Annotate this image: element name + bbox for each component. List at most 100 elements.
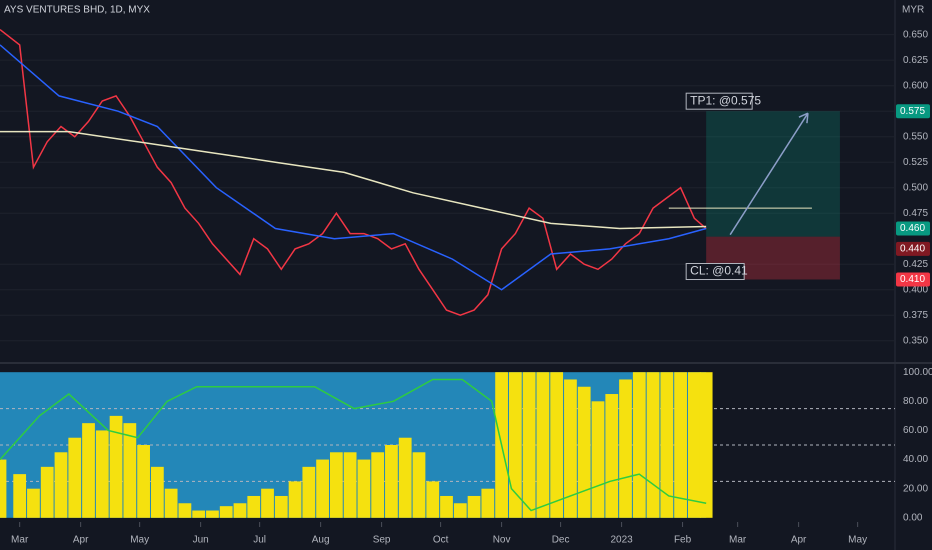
x-tick-label: 2023 <box>610 535 633 546</box>
x-tick-label: Jul <box>253 535 266 546</box>
y-tick-label: 0.625 <box>903 55 928 66</box>
bar <box>302 466 316 518</box>
take-profit-label: TP1: @0.575 <box>690 93 761 107</box>
bar <box>605 394 619 518</box>
x-tick-label: Sep <box>373 535 391 546</box>
y-tick-label: 60.00 <box>903 425 928 436</box>
price-badge <box>896 272 930 287</box>
bar <box>632 372 646 518</box>
bar <box>522 372 536 518</box>
x-tick-label: May <box>848 535 867 546</box>
bar <box>123 423 137 518</box>
x-tick-label: Apr <box>73 535 89 546</box>
y-tick-label: 20.00 <box>903 483 928 494</box>
bar <box>68 437 82 518</box>
price-badge-label: 0.410 <box>900 274 925 285</box>
bar <box>467 495 481 518</box>
bar <box>82 423 95 518</box>
price-badge <box>896 241 930 256</box>
bar <box>357 459 371 518</box>
price-badge-label: 0.440 <box>900 244 925 255</box>
bar <box>699 372 713 518</box>
x-tick-label: Feb <box>674 535 692 546</box>
price-badge-label: 0.460 <box>900 223 925 234</box>
bar <box>288 481 302 518</box>
bar <box>261 488 274 518</box>
bar <box>329 452 343 518</box>
x-tick-label: Dec <box>552 535 570 546</box>
bar <box>13 474 27 518</box>
y-tick-label: 80.00 <box>903 396 928 407</box>
series-line <box>0 378 707 512</box>
bar <box>564 379 577 518</box>
bar <box>40 466 54 518</box>
bar <box>233 503 247 518</box>
y-tick-label: 0.525 <box>903 157 928 168</box>
bar <box>674 372 687 518</box>
x-tick-label: Nov <box>493 535 511 546</box>
label-box <box>685 92 753 110</box>
price-badge-label: 0.575 <box>900 106 925 117</box>
bar <box>95 430 109 518</box>
y-tick-label: 0.600 <box>903 80 928 91</box>
series-line <box>0 28 707 317</box>
y-tick-label: 0.550 <box>903 131 928 142</box>
bar <box>398 437 412 518</box>
bar <box>385 445 398 518</box>
y-tick-label: 0.00 <box>903 512 923 523</box>
x-tick-label: Mar <box>11 535 29 546</box>
bar <box>178 503 192 518</box>
series-line <box>0 44 707 291</box>
y-tick-label: 0.350 <box>903 335 928 346</box>
y-tick-label: 40.00 <box>903 454 928 465</box>
y-tick-label: 0.425 <box>903 259 928 270</box>
y-tick-label: 0.475 <box>903 208 928 219</box>
label-box <box>685 263 745 281</box>
bar <box>137 445 150 518</box>
arrow-head <box>798 112 809 124</box>
bar <box>27 488 40 518</box>
bar <box>219 506 233 518</box>
bar <box>412 452 426 518</box>
take-profit-zone <box>706 111 840 237</box>
bar <box>536 372 550 518</box>
bar <box>316 459 329 518</box>
bar <box>274 495 288 518</box>
y-tick-label: 0.375 <box>903 310 928 321</box>
bar <box>646 372 660 518</box>
bar <box>687 372 701 518</box>
trend-arrow <box>729 112 809 236</box>
bar <box>619 379 632 518</box>
bar <box>453 503 467 518</box>
y-tick-label: 0.650 <box>903 29 928 40</box>
chart-title: AYS VENTURES BHD, 1D, MYX <box>4 5 150 16</box>
bar <box>591 401 605 518</box>
bar <box>164 488 178 518</box>
bar <box>577 386 591 518</box>
bar <box>371 452 385 518</box>
price-badge <box>896 104 930 119</box>
x-tick-label: May <box>130 535 149 546</box>
bar <box>54 452 68 518</box>
x-tick-label: Apr <box>791 535 807 546</box>
bar <box>481 488 495 518</box>
x-tick-label: Jun <box>193 535 209 546</box>
bar <box>660 372 674 518</box>
y-tick-label: 0.500 <box>903 182 928 193</box>
bar <box>192 510 206 518</box>
bar <box>109 415 123 518</box>
bar <box>426 481 440 518</box>
bar <box>440 495 453 518</box>
bar <box>150 466 164 518</box>
y-tick-label: 0.400 <box>903 284 928 295</box>
bar <box>206 510 219 518</box>
x-tick-label: Mar <box>729 535 747 546</box>
bar <box>0 459 7 518</box>
bar <box>550 372 564 518</box>
price-badge <box>896 221 930 236</box>
axis-unit: MYR <box>902 5 924 16</box>
stop-loss-label: CL: @0.41 <box>690 264 748 278</box>
bar <box>247 495 261 518</box>
